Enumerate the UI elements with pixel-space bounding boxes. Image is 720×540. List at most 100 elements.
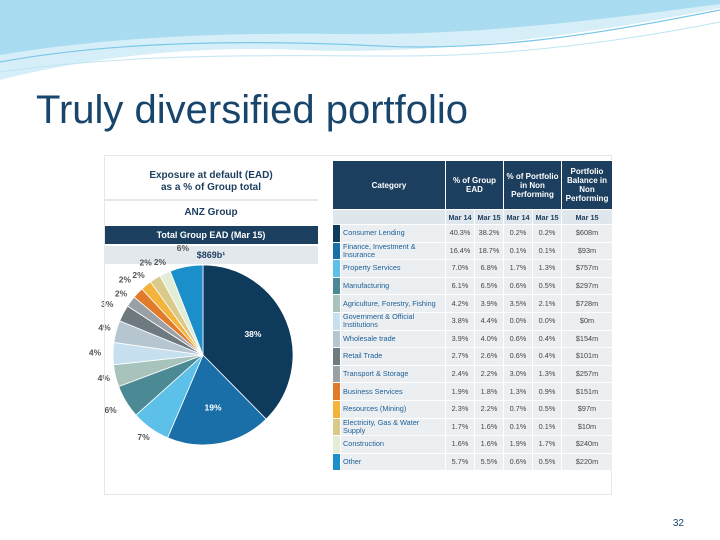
table-row: Agriculture, Forestry, Fishing 4.2% 3.9% 3.… — [332, 294, 613, 313]
table-cell: 0.6% — [503, 452, 533, 472]
pie-label: 2% — [139, 258, 152, 268]
table-cell: 4.4% — [474, 311, 504, 331]
color-swatch — [332, 294, 341, 313]
exposure-table: Category% of Group EAD% of Portfolio in … — [332, 160, 613, 472]
table-row: Business Services 1.9% 1.8% 1.3% 0.9% $151m — [332, 382, 613, 401]
table-cell: 7.0% — [445, 259, 475, 278]
table-cell: $154m — [561, 329, 613, 349]
table-cell: $10m — [561, 417, 613, 437]
category-cell: Consumer Lending — [340, 224, 446, 243]
header-cell: Category — [332, 160, 446, 210]
table-cell: 1.6% — [474, 435, 504, 454]
color-swatch — [332, 435, 341, 454]
table-cell: 0.1% — [532, 417, 562, 437]
table-cell: $0m — [561, 311, 613, 331]
pie-label: 38% — [244, 329, 261, 339]
table-cell: 0.9% — [532, 382, 562, 401]
color-swatch — [332, 347, 341, 366]
header-row: Category% of Group EAD% of Portfolio in … — [332, 160, 613, 210]
pie-label: 2% — [154, 257, 167, 267]
table-cell: $608m — [561, 224, 613, 243]
table-cell: 0.7% — [503, 399, 533, 419]
table-cell: 16.4% — [445, 241, 475, 261]
table-cell: 0.0% — [503, 311, 533, 331]
table-cell: 3.8% — [445, 311, 475, 331]
pie-label: 6% — [104, 405, 117, 415]
pie-label: 7% — [137, 432, 150, 442]
table-cell: 40.3% — [445, 224, 475, 243]
table-cell: 2.4% — [445, 364, 475, 384]
total-value-bar — [104, 246, 318, 264]
table-cell: 2.3% — [445, 399, 475, 419]
table-cell: 2.2% — [474, 364, 504, 384]
table-cell: 0.5% — [532, 399, 562, 419]
table-cell: 3.0% — [503, 364, 533, 384]
table-cell: 5.7% — [445, 452, 475, 472]
table-row: Wholesale trade 3.9% 4.0% 0.6% 0.4% $154m — [332, 329, 613, 349]
table-row: Property Services 7.0% 6.8% 1.7% 1.3% $757m — [332, 259, 613, 278]
category-cell: Wholesale trade — [340, 329, 446, 349]
table-row: Other 5.7% 5.5% 0.6% 0.5% $220m — [332, 452, 613, 472]
color-swatch — [332, 241, 341, 261]
table-row: Electricity, Gas & Water Supply 1.7% 1.6% 0… — [332, 417, 613, 437]
table-cell: 1.3% — [532, 364, 562, 384]
pie-label: 2% — [132, 270, 145, 280]
table-cell: $101m — [561, 347, 613, 366]
table-row: Construction 1.6% 1.6% 1.9% 1.7% $240m — [332, 435, 613, 454]
table-row: Manufacturing 6.1% 6.5% 0.6% 0.5% $297m — [332, 276, 613, 296]
color-swatch — [332, 399, 341, 419]
table-cell: 3.5% — [503, 294, 533, 313]
table-cell: $97m — [561, 399, 613, 419]
table-row: Government & Official Institutions 3.8% 4.… — [332, 311, 613, 331]
total-bar — [104, 226, 318, 244]
pie-label: 2% — [119, 275, 132, 285]
page-number: 32 — [672, 518, 684, 529]
table-cell: $220m — [561, 452, 613, 472]
table-row: Transport & Storage 2.4% 2.2% 3.0% 1.3% $257m — [332, 364, 613, 384]
group-name: ANZ Group — [184, 207, 238, 218]
table-cell: 0.1% — [503, 241, 533, 261]
table-cell: 0.1% — [503, 417, 533, 437]
category-cell: Manufacturing — [340, 276, 446, 296]
table-cell: 1.8% — [474, 382, 504, 401]
table-cell: $240m — [561, 435, 613, 454]
pie-slice — [202, 264, 294, 420]
table-cell: 18.7% — [474, 241, 504, 261]
table-cell: 4.0% — [474, 329, 504, 349]
table-cell: 4.2% — [445, 294, 475, 313]
pie-label: 3% — [101, 299, 114, 309]
color-swatch — [332, 417, 341, 437]
table-cell: 0.4% — [532, 347, 562, 366]
table-cell: 1.6% — [474, 417, 504, 437]
table-cell: 2.7% — [445, 347, 475, 366]
pie-slice — [167, 354, 267, 446]
pie-label: 2% — [115, 289, 128, 299]
category-cell: Other — [340, 452, 446, 472]
table-cell: 0.6% — [503, 276, 533, 296]
table-cell: 6.5% — [474, 276, 504, 296]
category-cell: Transport & Storage — [340, 364, 446, 384]
category-cell: Construction — [340, 435, 446, 454]
color-swatch — [332, 259, 341, 278]
panel-heading: Exposure at default (EAD) — [149, 170, 273, 181]
subheader-cell — [332, 209, 446, 225]
table-cell: $728m — [561, 294, 613, 313]
panel-heading: as a % of Group total — [160, 182, 261, 193]
table-cell: 6.1% — [445, 276, 475, 296]
table-cell: $757m — [561, 259, 613, 278]
table-cell: 0.6% — [503, 329, 533, 349]
pie-slice — [169, 264, 204, 356]
table-cell: 0.0% — [532, 311, 562, 331]
subheader-cell: Mar 15 — [532, 209, 562, 225]
wave — [0, 0, 720, 55]
category-cell: Retail Trade — [340, 347, 446, 366]
subheader-cell: Mar 14 — [445, 209, 475, 225]
wave-line — [0, 9, 720, 63]
table-row: Consumer Lending 40.3% 38.2% 0.2% 0.2% $608m — [332, 224, 613, 243]
table-cell: 0.4% — [532, 329, 562, 349]
table-cell: 2.1% — [532, 294, 562, 313]
table-cell: 3.9% — [474, 294, 504, 313]
table-cell: 0.2% — [532, 224, 562, 243]
category-cell: Electricity, Gas & Water Supply — [340, 417, 446, 437]
